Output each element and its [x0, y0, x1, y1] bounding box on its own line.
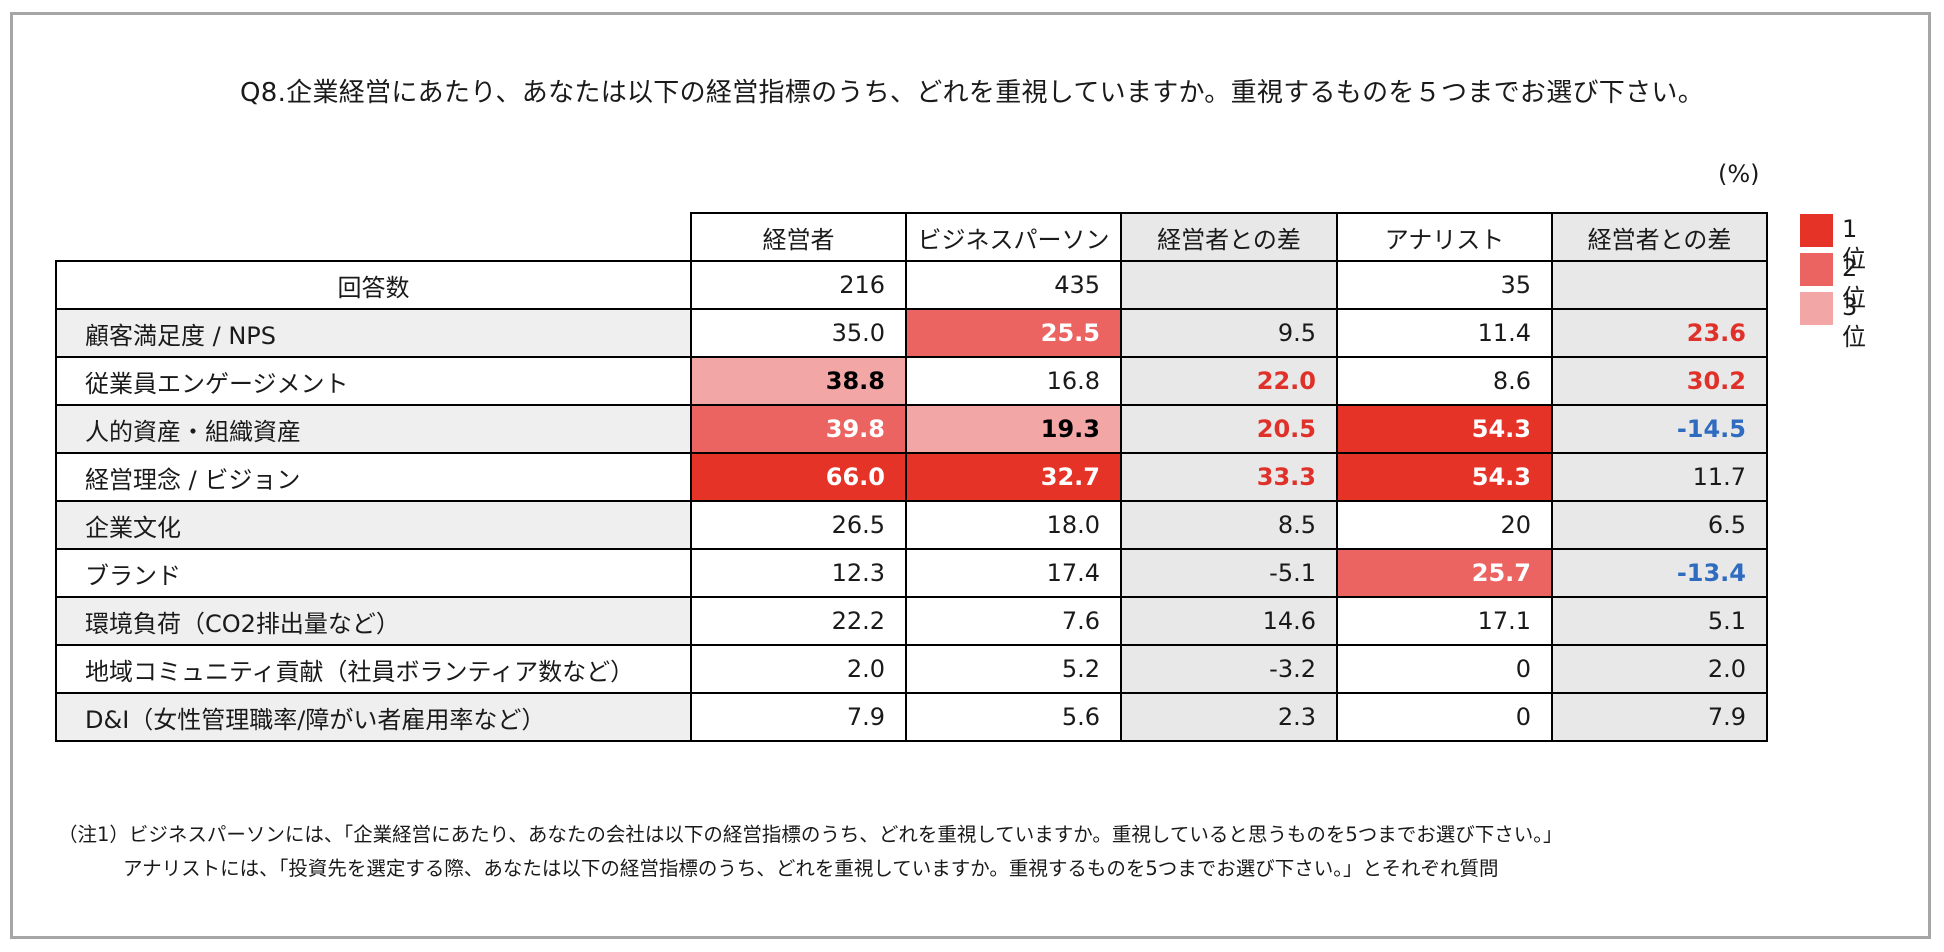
- table-row: 環境負荷（CO2排出量など） 22.2 7.6 14.6 17.1 5.1: [55, 596, 1768, 646]
- cell: 2.0: [1551, 644, 1768, 694]
- col-header-executives: 経営者: [690, 212, 907, 262]
- cell: 22.2: [690, 596, 907, 646]
- cell: 54.3: [1336, 452, 1553, 502]
- cell: 25.5: [905, 308, 1122, 358]
- legend-label: 1位: [1842, 215, 1866, 273]
- header-row: 経営者 ビジネスパーソン 経営者との差 アナリスト 経営者との差: [56, 212, 1768, 262]
- question-title: Q8.企業経営にあたり、あなたは以下の経営指標のうち、どれを重視していますか。重…: [239, 78, 1705, 108]
- cell: 14.6: [1120, 596, 1338, 646]
- row-label: 顧客満足度 / NPS: [55, 308, 692, 358]
- cell: 23.6: [1551, 308, 1768, 358]
- cell: 8.5: [1120, 500, 1338, 550]
- legend-label: 2位: [1842, 254, 1866, 312]
- cell: 35: [1336, 260, 1553, 310]
- legend-swatch: [1800, 253, 1833, 286]
- cell: 19.3: [905, 404, 1122, 454]
- cell: 435: [905, 260, 1122, 310]
- row-label: 経営理念 / ビジョン: [55, 452, 692, 502]
- table-row: 従業員エンゲージメント 38.8 16.8 22.0 8.6 30.2: [55, 356, 1768, 406]
- cell: 2.0: [690, 644, 907, 694]
- cell: -3.2: [1120, 644, 1338, 694]
- cell: 7.9: [1551, 692, 1768, 742]
- col-header-diff-1: 経営者との差: [1120, 212, 1338, 262]
- cell: 30.2: [1551, 356, 1768, 406]
- table-row: 企業文化 26.5 18.0 8.5 20 6.5: [55, 500, 1768, 550]
- legend-label: 3位: [1842, 293, 1866, 351]
- legend-swatch: [1800, 214, 1833, 247]
- figure-frame: [10, 12, 1931, 939]
- table-row: ブランド 12.3 17.4 -5.1 25.7 -13.4: [55, 548, 1768, 598]
- cell: 5.2: [905, 644, 1122, 694]
- cell: 33.3: [1120, 452, 1338, 502]
- cell: 5.1: [1551, 596, 1768, 646]
- cell: 2.3: [1120, 692, 1338, 742]
- footnote-line-2: アナリストには、「投資先を選定する際、あなたは以下の経営指標のうち、どれを重視し…: [123, 857, 1499, 880]
- unit-label: (%): [1718, 160, 1760, 188]
- cell: 17.4: [905, 548, 1122, 598]
- cell: 20: [1336, 500, 1553, 550]
- cell: 17.1: [1336, 596, 1553, 646]
- cell: 26.5: [690, 500, 907, 550]
- row-label: D&I（女性管理職率/障がい者雇用率など）: [55, 692, 692, 742]
- cell: 39.8: [690, 404, 907, 454]
- cell: 18.0: [905, 500, 1122, 550]
- footnote-line-1: （注1）ビジネスパーソンには、「企業経営にあたり、あなたの会社は以下の経営指標の…: [58, 823, 1563, 846]
- legend-swatch: [1800, 292, 1833, 325]
- row-label: 回答数: [55, 260, 692, 310]
- cell: 7.9: [690, 692, 907, 742]
- table-row: 経営理念 / ビジョン 66.0 32.7 33.3 54.3 11.7: [55, 452, 1768, 502]
- results-table: 経営者 ビジネスパーソン 経営者との差 アナリスト 経営者との差 回答数 216…: [55, 212, 1768, 742]
- cell: 16.8: [905, 356, 1122, 406]
- count-row: 回答数 216 435 35: [55, 260, 1768, 310]
- cell: -13.4: [1551, 548, 1768, 598]
- cell: 20.5: [1120, 404, 1338, 454]
- cell: 25.7: [1336, 548, 1553, 598]
- cell: 38.8: [690, 356, 907, 406]
- cell: 6.5: [1551, 500, 1768, 550]
- cell: 0: [1336, 644, 1553, 694]
- cell: 32.7: [905, 452, 1122, 502]
- col-header-analysts: アナリスト: [1336, 212, 1553, 262]
- cell: 66.0: [690, 452, 907, 502]
- row-label: ブランド: [55, 548, 692, 598]
- row-label: 環境負荷（CO2排出量など）: [55, 596, 692, 646]
- cell: [1120, 260, 1338, 310]
- cell: 54.3: [1336, 404, 1553, 454]
- cell: 11.7: [1551, 452, 1768, 502]
- cell: 7.6: [905, 596, 1122, 646]
- cell: 216: [690, 260, 907, 310]
- header-blank: [56, 213, 691, 261]
- footnote: （注1）ビジネスパーソンには、「企業経営にあたり、あなたの会社は以下の経営指標の…: [58, 818, 1562, 886]
- cell: -14.5: [1551, 404, 1768, 454]
- cell: 11.4: [1336, 308, 1553, 358]
- table-row: 地域コミュニティ貢献（社員ボランティア数など） 2.0 5.2 -3.2 0 2…: [55, 644, 1768, 694]
- cell: 5.6: [905, 692, 1122, 742]
- cell: [1551, 260, 1768, 310]
- table-row: 顧客満足度 / NPS 35.0 25.5 9.5 11.4 23.6: [55, 308, 1768, 358]
- cell: -5.1: [1120, 548, 1338, 598]
- table-row: 人的資産・組織資産 39.8 19.3 20.5 54.3 -14.5: [55, 404, 1768, 454]
- cell: 12.3: [690, 548, 907, 598]
- table-row: D&I（女性管理職率/障がい者雇用率など） 7.9 5.6 2.3 0 7.9: [55, 692, 1768, 742]
- cell: 35.0: [690, 308, 907, 358]
- col-header-diff-2: 経営者との差: [1551, 212, 1768, 262]
- cell: 8.6: [1336, 356, 1553, 406]
- row-label: 従業員エンゲージメント: [55, 356, 692, 406]
- col-header-businesspersons: ビジネスパーソン: [905, 212, 1122, 262]
- row-label: 地域コミュニティ貢献（社員ボランティア数など）: [55, 644, 692, 694]
- row-label: 人的資産・組織資産: [55, 404, 692, 454]
- cell: 22.0: [1120, 356, 1338, 406]
- cell: 0: [1336, 692, 1553, 742]
- cell: 9.5: [1120, 308, 1338, 358]
- row-label: 企業文化: [55, 500, 692, 550]
